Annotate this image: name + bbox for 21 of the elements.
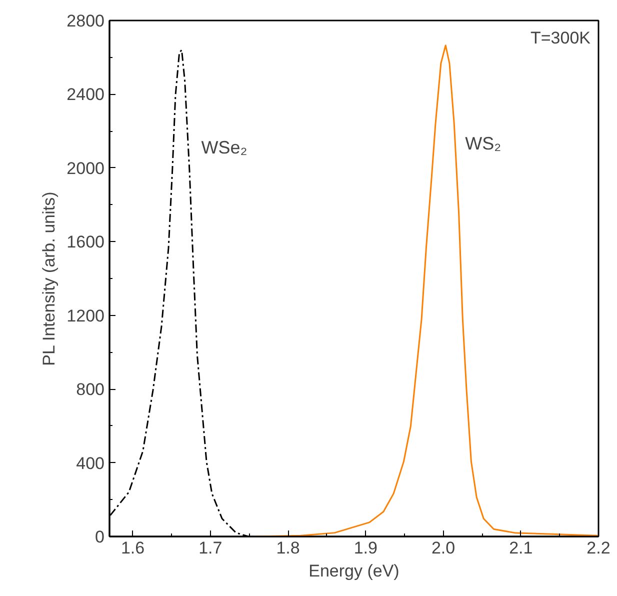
- x-axis-title: Energy (eV): [308, 562, 400, 580]
- y-tick-label: 2400: [66, 85, 105, 104]
- x-tick-label: 1.9: [354, 538, 378, 558]
- y-tick-label: 800: [76, 380, 105, 400]
- y-tick-label: 1200: [66, 306, 105, 326]
- y-tick-label: 0: [95, 528, 105, 546]
- series-label: WS₂: [465, 134, 502, 154]
- x-tick-label: 1.6: [120, 538, 145, 558]
- series-label: WSe₂: [201, 137, 248, 158]
- x-tick-label: 2.2: [586, 538, 610, 558]
- x-tick-label: 1.7: [198, 538, 222, 558]
- annotation: T=300K: [530, 28, 592, 48]
- y-axis-title: PL Intensity (arb. units): [40, 192, 59, 366]
- line-series: [254, 44, 598, 536]
- x-tick-label: 1.8: [276, 538, 300, 558]
- y-tick-label: 2800: [66, 12, 105, 30]
- y-tick-label: 1600: [66, 232, 105, 252]
- x-tick-label: 2.1: [509, 538, 533, 558]
- x-tick-label: 2.0: [431, 538, 456, 558]
- y-tick-label: 400: [76, 454, 105, 473]
- y-tick-label: 2000: [66, 158, 105, 178]
